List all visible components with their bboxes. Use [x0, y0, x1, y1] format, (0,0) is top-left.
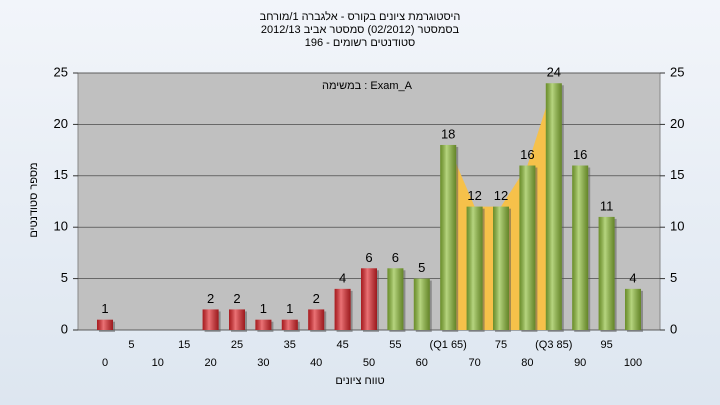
bar-shade [466, 206, 483, 330]
data-label: 1 [101, 301, 108, 316]
y-tick-label: 5 [61, 270, 68, 285]
bar-shade [519, 165, 536, 330]
x-tick-label: 80 [521, 357, 533, 369]
data-label: 2 [313, 291, 320, 306]
data-label: 1 [286, 301, 293, 316]
bar-shade [202, 309, 219, 330]
x-tick-label: 35 [284, 339, 296, 351]
y-tick-label: 20 [54, 116, 68, 131]
data-label: 16 [573, 147, 587, 162]
x-tick-label: 40 [310, 357, 322, 369]
y-tick-label: 10 [54, 219, 68, 234]
annotation: במשימה : Exam_A [322, 80, 413, 92]
chart-subtitle: סטודנטים רשומים - 196 [305, 37, 416, 49]
data-label: 4 [339, 270, 346, 285]
data-label: 4 [629, 270, 636, 285]
x-tick-label: 10 [152, 357, 164, 369]
chart-subtitle: בסמסטר (02/2012) סמסטר אביב 2012/13 [261, 24, 460, 36]
y-tick-label: 25 [54, 64, 68, 79]
x-tick-label: 0 [102, 357, 108, 369]
x-tick-label: 60 [416, 357, 428, 369]
x-tick-label: 90 [574, 357, 586, 369]
bar-shade [255, 319, 272, 330]
chart-title: היסטוגרמת ציונים בקורס - אלגברה 1/מורחב [260, 10, 461, 23]
x-tick-label: 70 [468, 357, 480, 369]
data-label: 6 [392, 250, 399, 265]
data-label: 1 [260, 301, 267, 316]
bar-shade [625, 288, 641, 330]
bar-shade [308, 309, 325, 330]
x-tick-label: 45 [336, 339, 348, 351]
y2-tick-label: 20 [670, 116, 684, 131]
y2-tick-label: 0 [670, 321, 677, 336]
data-label: 18 [441, 126, 455, 141]
x-tick-label: 50 [363, 357, 375, 369]
data-label: 11 [600, 198, 614, 213]
data-label: 12 [467, 188, 481, 203]
bar-shade [493, 206, 509, 330]
bar-shade [545, 83, 562, 330]
bar-shade [281, 319, 298, 330]
bar-shade [440, 144, 457, 330]
data-label: 24 [547, 65, 561, 80]
x-tick-label: 30 [257, 357, 269, 369]
x-axis-label: טווח ציונים [335, 375, 384, 387]
x-tick-label: (Q3 85) [535, 339, 572, 351]
y2-tick-label: 15 [670, 167, 684, 182]
data-label: 12 [494, 188, 508, 203]
data-label: 16 [520, 147, 534, 162]
data-label: 6 [365, 250, 372, 265]
y-tick-label: 0 [61, 321, 68, 336]
y2-tick-label: 10 [670, 219, 684, 234]
x-tick-label: 95 [600, 339, 612, 351]
data-label: 5 [418, 260, 425, 275]
bar-shade [334, 288, 351, 330]
bar-shade [413, 278, 430, 330]
y-axis-label: מספר סטודנטים [28, 162, 40, 237]
data-label: 2 [207, 291, 214, 306]
bar-shade [97, 319, 113, 330]
y-tick-label: 15 [54, 167, 68, 182]
x-tick-label: 55 [389, 339, 401, 351]
bar-shade [572, 165, 589, 330]
data-label: 2 [233, 291, 240, 306]
x-tick-label: 75 [495, 339, 507, 351]
y2-tick-label: 25 [670, 64, 684, 79]
bar-shade [598, 216, 615, 330]
bar-shade [361, 268, 377, 330]
x-tick-label: 25 [231, 339, 243, 351]
x-tick-label: 20 [204, 357, 216, 369]
x-tick-label: (Q1 65) [430, 339, 467, 351]
bar-shade [229, 309, 245, 330]
bar-shade [387, 268, 404, 330]
x-tick-label: 100 [624, 357, 642, 369]
x-tick-label: 5 [128, 339, 134, 351]
x-tick-label: 15 [178, 339, 190, 351]
y2-tick-label: 5 [670, 270, 677, 285]
